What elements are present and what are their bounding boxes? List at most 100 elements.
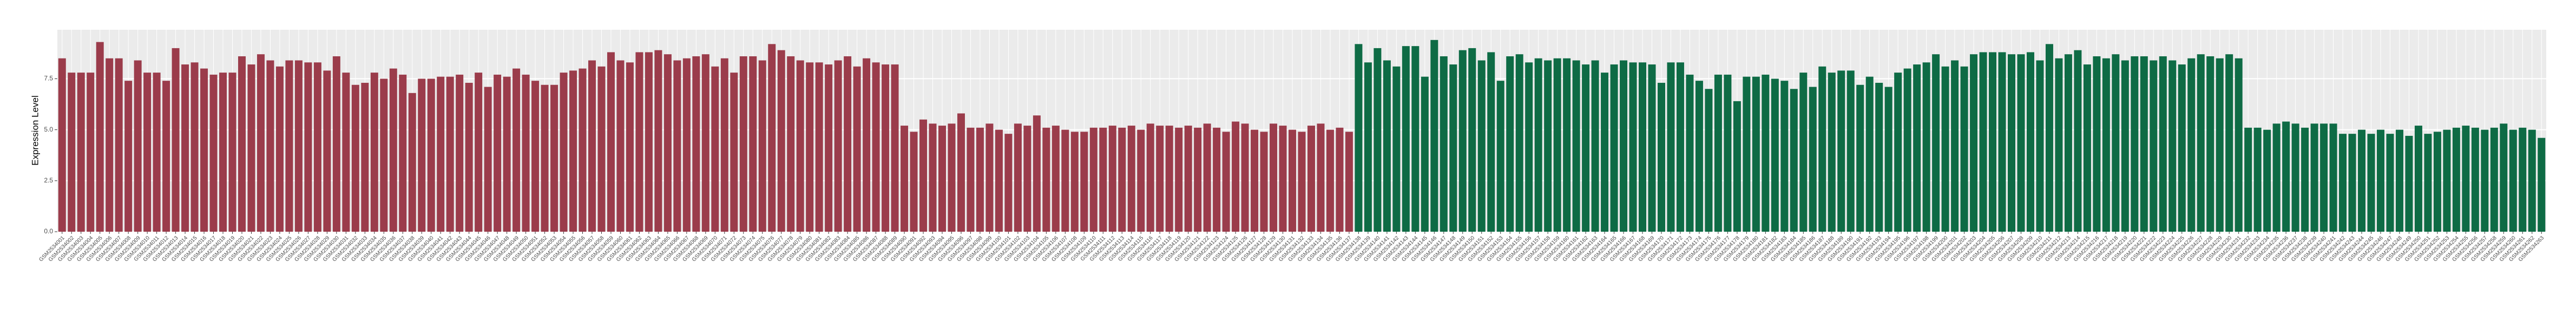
bar [1033, 115, 1041, 232]
bar [645, 52, 653, 232]
bar [1298, 132, 1306, 232]
bar [1042, 127, 1050, 232]
bar [2036, 60, 2044, 232]
bar [654, 50, 662, 232]
bar [749, 56, 757, 232]
bar [2358, 129, 2366, 232]
bar [1865, 76, 1874, 232]
bar [1686, 74, 1694, 232]
bar [1336, 127, 1344, 232]
bar [427, 78, 435, 232]
bar [1477, 60, 1486, 232]
bar [1317, 123, 1325, 232]
bar [1374, 48, 1382, 232]
bar [2140, 56, 2148, 232]
bar [673, 60, 681, 232]
bar [1383, 60, 1391, 232]
bar [616, 60, 625, 232]
bar [2131, 56, 2139, 232]
bar [143, 73, 152, 232]
bar [1061, 129, 1069, 232]
bar [2235, 58, 2243, 232]
bar [1307, 126, 1315, 232]
bar [2263, 129, 2271, 232]
bar [2538, 138, 2546, 232]
bar [1837, 70, 1845, 232]
bar [247, 64, 255, 232]
bar [1572, 60, 1580, 232]
bar [711, 66, 719, 232]
bar [1932, 54, 1940, 232]
bar [1771, 78, 1779, 232]
bar [285, 60, 293, 232]
bar [1818, 66, 1826, 232]
bar [1762, 74, 1770, 232]
bar [2471, 127, 2479, 232]
bar [2102, 58, 2110, 232]
bar [115, 58, 123, 232]
bar [1080, 132, 1088, 232]
bar [1392, 66, 1401, 232]
bar [2452, 127, 2460, 232]
bar [370, 73, 378, 232]
bar [929, 123, 937, 232]
bar [2206, 56, 2214, 232]
bar [1979, 52, 1987, 232]
bar [399, 74, 407, 232]
y-tick-label: 5.0 [44, 126, 53, 133]
bar [68, 73, 76, 232]
bar [313, 62, 321, 232]
bar [597, 66, 606, 232]
bar [626, 62, 634, 232]
bar [2519, 127, 2527, 232]
bar [825, 64, 833, 232]
bar [380, 78, 388, 232]
bar [1591, 60, 1599, 232]
bar [948, 123, 956, 232]
bar [663, 54, 672, 232]
bar [1695, 81, 1703, 232]
bar [1563, 58, 1571, 232]
bar [1487, 52, 1495, 232]
bar [238, 56, 246, 232]
bar [1610, 64, 1618, 232]
y-axis-title: Expression Level [30, 95, 40, 165]
bar [1194, 127, 1202, 232]
bar [2462, 126, 2470, 232]
bar [1506, 56, 1514, 232]
bar [475, 73, 483, 232]
bar [190, 62, 199, 232]
bar [2008, 54, 2015, 232]
bar [1184, 126, 1192, 232]
bar [106, 58, 114, 232]
bar [730, 73, 738, 232]
bar [209, 74, 218, 232]
bar [2178, 64, 2186, 232]
bar [692, 56, 700, 232]
bar [257, 54, 265, 232]
bar [408, 93, 416, 232]
bar [1023, 126, 1031, 232]
bar [1260, 132, 1268, 232]
bar [985, 123, 994, 232]
bar [910, 132, 918, 232]
y-tick-label: 7.5 [44, 75, 53, 82]
bar [266, 60, 274, 232]
bar [2424, 134, 2432, 232]
bar [437, 76, 445, 232]
bar [2500, 123, 2508, 232]
bar [1960, 66, 1968, 232]
y-tick-label: 0.0 [44, 227, 53, 235]
bar [579, 68, 587, 232]
bar [2481, 129, 2489, 232]
bar [1544, 60, 1552, 232]
bar [2272, 123, 2281, 232]
bar [1326, 129, 1334, 232]
bar [872, 62, 880, 232]
bar [2490, 127, 2498, 232]
bar [2395, 129, 2403, 232]
bar [1364, 62, 1372, 232]
bar [2282, 121, 2290, 232]
bar [2074, 50, 2082, 232]
bar [1998, 52, 2006, 232]
